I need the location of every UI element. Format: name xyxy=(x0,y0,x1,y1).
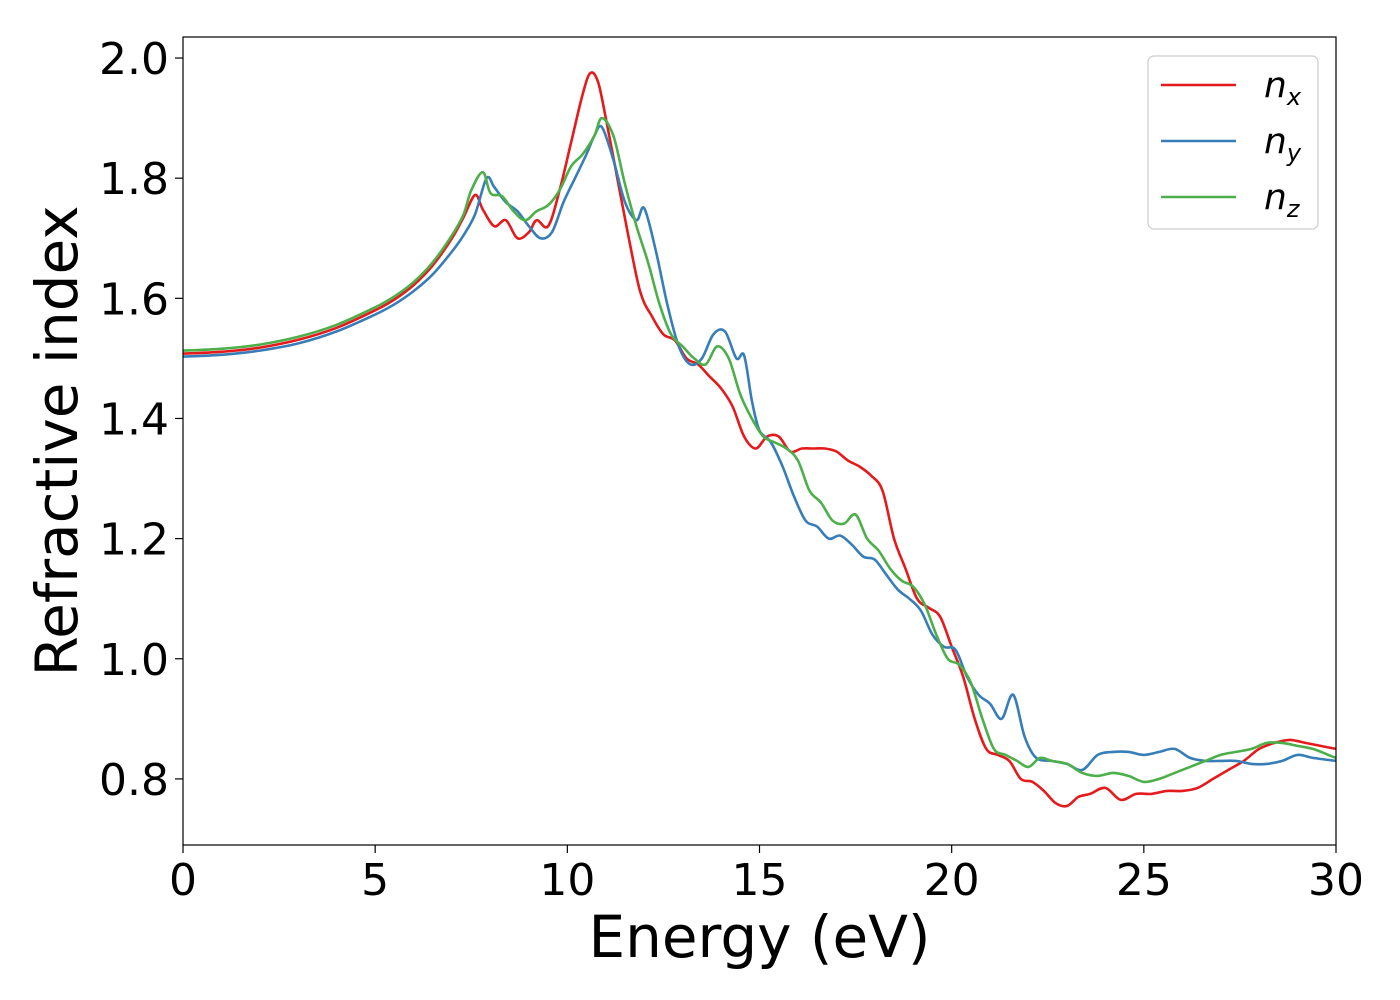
y-tick-label: 1.4 xyxy=(99,394,169,445)
x-tick-label: 10 xyxy=(539,855,595,906)
x-tick-label: 5 xyxy=(361,855,389,906)
y-tick-label: 1.6 xyxy=(99,274,169,325)
series-line-nz xyxy=(182,116,1337,784)
x-axis: 0 5 10 15 20 25 30 xyxy=(169,845,1364,906)
y-axis: 0.8 1.0 1.2 1.4 1.6 1.8 2.0 xyxy=(99,34,183,806)
x-tick-label: 15 xyxy=(732,855,788,906)
x-tick-label: 20 xyxy=(924,855,980,906)
y-tick-label: 1.0 xyxy=(99,635,169,686)
x-tick-label: 25 xyxy=(1116,855,1172,906)
y-tick-label: 0.8 xyxy=(99,755,169,806)
x-tick-label: 30 xyxy=(1308,855,1364,906)
series-lines xyxy=(182,71,1337,808)
y-tick-label: 1.2 xyxy=(99,515,169,566)
legend-subscript: x xyxy=(1286,83,1302,111)
x-tick-label: 0 xyxy=(169,855,197,906)
y-tick-label: 1.8 xyxy=(99,154,169,205)
y-tick-label: 2.0 xyxy=(99,34,169,85)
legend-box xyxy=(1147,55,1319,230)
legend-subscript: y xyxy=(1286,139,1302,167)
y-axis-label: Refractive index xyxy=(23,205,91,676)
x-axis-label: Energy (eV) xyxy=(588,903,930,971)
legend-subscript: z xyxy=(1286,195,1301,223)
series-line-nx xyxy=(182,71,1337,808)
